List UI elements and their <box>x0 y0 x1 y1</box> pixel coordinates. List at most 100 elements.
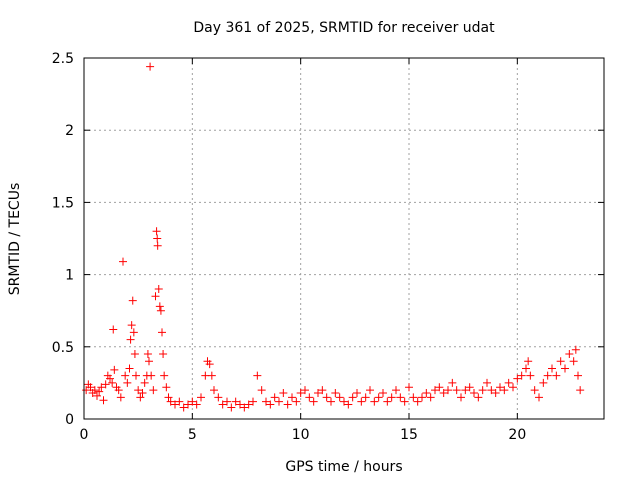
data-point <box>374 393 383 402</box>
data-point <box>126 335 135 344</box>
data-point <box>140 378 149 387</box>
data-point <box>431 386 439 395</box>
data-point <box>483 378 491 387</box>
y-tick-label: 0 <box>65 412 74 428</box>
data-point <box>188 397 197 406</box>
data-point <box>270 393 279 402</box>
y-tick-label: 2.5 <box>52 51 74 67</box>
data-point <box>571 345 580 354</box>
data-point <box>257 386 266 395</box>
data-point <box>153 234 162 243</box>
data-point <box>119 257 127 266</box>
y-tick-label: 1.5 <box>52 195 74 211</box>
data-point <box>262 397 270 406</box>
data-point <box>413 397 422 406</box>
data-point <box>108 378 117 387</box>
data-point <box>535 393 543 402</box>
data-point <box>296 389 305 398</box>
data-point <box>159 350 168 359</box>
data-point <box>218 400 227 409</box>
data-point <box>470 389 478 398</box>
data-point <box>309 397 318 406</box>
data-point <box>207 371 216 380</box>
data-point <box>517 371 526 380</box>
data-point <box>370 397 379 406</box>
data-point <box>552 371 561 380</box>
data-point <box>155 302 164 311</box>
data-point <box>236 400 244 409</box>
data-point <box>340 397 348 406</box>
data-point <box>205 360 214 369</box>
data-point <box>154 285 163 294</box>
data-point <box>569 357 578 366</box>
data-point <box>130 350 139 359</box>
data-point <box>576 386 585 395</box>
data-point <box>121 371 130 380</box>
data-point <box>348 393 357 402</box>
data-point <box>145 357 153 366</box>
data-point <box>344 400 353 409</box>
plot-frame <box>83 57 605 420</box>
data-point <box>149 386 158 395</box>
data-point <box>314 389 322 398</box>
data-point <box>366 386 374 395</box>
data-point <box>487 386 496 395</box>
data-point <box>147 371 156 380</box>
data-point <box>138 389 147 398</box>
data-point <box>106 374 114 383</box>
data-point <box>97 383 106 392</box>
grid-lines <box>84 58 604 419</box>
data-point <box>305 393 314 402</box>
data-point <box>322 393 331 402</box>
data-point <box>134 386 143 395</box>
data-point <box>526 371 535 380</box>
data-point <box>128 296 137 305</box>
data-point <box>114 386 123 395</box>
data-point <box>116 393 125 402</box>
data-point <box>227 403 236 412</box>
data-point <box>548 364 556 373</box>
data-point <box>504 378 513 387</box>
data-point <box>478 386 487 395</box>
data-point <box>240 403 249 412</box>
data-point <box>457 393 465 402</box>
data-point <box>396 393 405 402</box>
data-point <box>152 227 161 236</box>
data-point <box>288 393 296 402</box>
data-point <box>231 397 240 406</box>
data-point <box>439 389 448 398</box>
data-point <box>184 400 192 409</box>
data-point <box>101 380 110 389</box>
data-point <box>452 386 461 395</box>
data-point <box>179 403 188 412</box>
axis-ticks: 0 5 10 15 20 0 0.5 1 1.5 2 2.5 <box>52 51 604 443</box>
data-point <box>524 357 533 366</box>
data-point <box>166 397 175 406</box>
data-point <box>110 365 119 374</box>
data-point <box>93 391 101 400</box>
data-point <box>461 386 470 395</box>
data-point <box>223 397 231 406</box>
data-point <box>435 383 444 392</box>
data-point <box>158 328 166 337</box>
data-point <box>109 325 118 334</box>
data-point <box>171 400 179 409</box>
data-point <box>151 292 160 301</box>
data-point <box>400 397 409 406</box>
data-point <box>444 386 452 395</box>
data-point <box>327 397 335 406</box>
data-point <box>509 383 517 392</box>
data-point <box>253 371 262 380</box>
data-point <box>156 306 165 315</box>
data-point <box>379 389 387 398</box>
data-point <box>197 393 205 402</box>
data-point <box>175 397 184 406</box>
data-point <box>153 241 162 250</box>
data-point <box>474 393 483 402</box>
data-point <box>335 393 344 402</box>
y-tick-label: 0.5 <box>52 340 74 356</box>
data-point <box>418 393 426 402</box>
data-point <box>279 389 288 398</box>
chart-title: Day 361 of 2025, SRMTID for receiver uda… <box>193 20 495 36</box>
data-point <box>160 371 169 380</box>
